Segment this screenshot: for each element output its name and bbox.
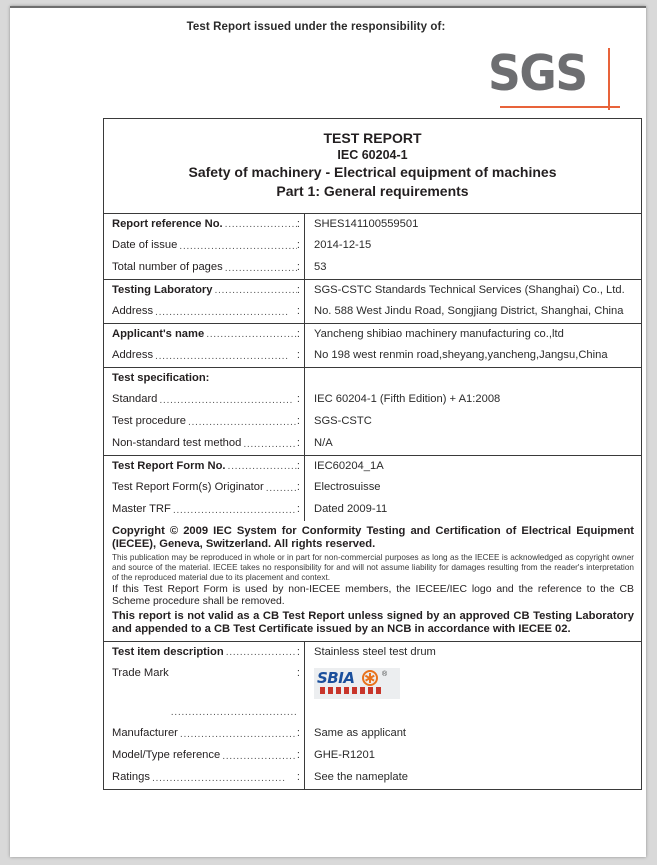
label-lab-address: Address ................................…: [112, 305, 300, 318]
label-applicant-address: Address ................................…: [112, 349, 300, 362]
value-manufacturer: Same as applicant: [304, 723, 641, 746]
label-date-of-issue: Date of issue ..........................…: [112, 239, 300, 252]
wheel-icon: [362, 670, 378, 687]
label-total-pages: Total number of pages ..................…: [112, 261, 300, 274]
value-report-reference-no: SHES141100559501: [304, 214, 641, 235]
chinese-characters-bar: [320, 687, 382, 695]
row-lab-address: Address ................................…: [104, 301, 641, 323]
row-model-type-reference: Model/Type reference ...................…: [104, 745, 641, 768]
sgs-logo-vertical-rule: [608, 48, 610, 110]
label-master-trf: Master TRF .............................…: [112, 503, 300, 516]
row-trf-originator: Test Report Form(s) Originator .........…: [104, 477, 641, 499]
value-lab-address: No. 588 West Jindu Road, Songjiang Distr…: [304, 301, 641, 323]
value-trade-mark: SBIA ®: [304, 663, 641, 724]
value-trf-originator: Electrosuisse: [304, 477, 641, 499]
value-testing-laboratory: SGS-CSTC Standards Technical Services (S…: [304, 280, 641, 301]
label-manufacturer: Manufacturer ...........................…: [112, 727, 300, 741]
value-test-report-form-no: IEC60204_1A: [304, 456, 641, 477]
label-trf-originator: Test Report Form(s) Originator .........…: [112, 481, 300, 494]
page-top-rule: [10, 6, 646, 8]
row-test-procedure: Test procedure .........................…: [104, 411, 641, 433]
label-test-specification: Test specification:: [112, 372, 210, 384]
sgs-logo: SGS: [488, 48, 624, 114]
test-report-table: TEST REPORT IEC 60204-1 Safety of machin…: [103, 118, 642, 791]
value-applicant-address: No 198 west renmin road,sheyang,yancheng…: [304, 345, 641, 367]
value-total-pages: 53: [304, 257, 641, 279]
document-header: Test Report issued under the responsibil…: [10, 14, 646, 114]
row-standard: Standard ...............................…: [104, 389, 641, 411]
row-applicant-name: Applicant's name .......................…: [104, 323, 641, 345]
value-ratings: See the nameplate: [304, 767, 641, 790]
value-model-type-reference: GHE-R1201: [304, 745, 641, 768]
label-model-type-reference: Model/Type reference ...................…: [112, 749, 300, 763]
value-master-trf: Dated 2009-11: [304, 499, 641, 521]
title-line-1: TEST REPORT: [323, 130, 422, 146]
row-manufacturer: Manufacturer ...........................…: [104, 723, 641, 746]
row-test-specification-heading: Test specification:: [104, 367, 641, 389]
row-master-trf: Master TRF .............................…: [104, 499, 641, 521]
row-ratings: Ratings ................................…: [104, 767, 641, 790]
label-standard: Standard ...............................…: [112, 393, 300, 406]
label-test-procedure: Test procedure .........................…: [112, 415, 300, 428]
label-trade-mark: Trade Mark .............................…: [112, 667, 300, 719]
sgs-logo-horizontal-rule: [500, 106, 620, 108]
row-trade-mark: Trade Mark .............................…: [104, 663, 641, 724]
report-title-block: TEST REPORT IEC 60204-1 Safety of machin…: [104, 119, 641, 213]
copyright-block: Copyright © 2009 IEC System for Conformi…: [104, 521, 641, 641]
issued-responsibility-line: Test Report issued under the responsibil…: [186, 21, 446, 33]
copyright-intro: Copyright © 2009 IEC System for Conformi…: [112, 525, 634, 551]
row-report-reference-no: Report reference No. ...................…: [104, 213, 641, 235]
sbia-logo-text: SBIA: [317, 669, 355, 688]
title-line-2: IEC 60204-1: [337, 148, 408, 162]
row-applicant-address: Address ................................…: [104, 345, 641, 367]
row-date-of-issue: Date of issue ..........................…: [104, 235, 641, 257]
copyright-non-iecee-paragraph: If this Test Report Form is used by non-…: [112, 583, 634, 608]
label-non-standard-test-method: Non-standard test method ...............…: [112, 437, 300, 450]
label-test-report-form-no: Test Report Form No. ...................…: [112, 460, 300, 472]
label-testing-laboratory: Testing Laboratory .....................…: [112, 284, 300, 296]
sbia-trademark-logo: SBIA ®: [314, 668, 400, 700]
value-standard: IEC 60204-1 (Fifth Edition) + A1:2008: [304, 389, 641, 411]
row-total-pages: Total number of pages ..................…: [104, 257, 641, 279]
value-test-item-description: Stainless steel test drum: [304, 642, 641, 664]
value-applicant-name: Yancheng shibiao machinery manufacturing…: [304, 324, 641, 345]
value-date-of-issue: 2014-12-15: [304, 235, 641, 257]
value-non-standard-test-method: N/A: [304, 433, 641, 455]
document-page: Test Report issued under the responsibil…: [10, 6, 646, 857]
copyright-small-paragraph: This publication may be reproduced in wh…: [112, 552, 634, 582]
value-test-procedure: SGS-CSTC: [304, 411, 641, 433]
registered-mark-icon: ®: [382, 671, 388, 679]
title-line-3: Safety of machinery - Electrical equipme…: [188, 164, 557, 180]
row-testing-laboratory: Testing Laboratory .....................…: [104, 279, 641, 301]
sgs-logo-text: SGS: [488, 45, 588, 102]
title-line-4: Part 1: General requirements: [276, 183, 469, 199]
label-ratings: Ratings ................................…: [112, 771, 300, 785]
row-test-report-form-no: Test Report Form No. ...................…: [104, 455, 641, 477]
row-test-item-description: Test item description ..................…: [104, 641, 641, 664]
label-report-reference-no: Report reference No. ...................…: [112, 218, 300, 230]
label-test-item-description: Test item description ..................…: [112, 646, 300, 659]
label-applicant-name: Applicant's name .......................…: [112, 328, 300, 340]
row-non-standard-test-method: Non-standard test method ...............…: [104, 433, 641, 455]
value-test-specification-blank: [304, 368, 641, 389]
copyright-validity-notice: This report is not valid as a CB Test Re…: [112, 609, 634, 636]
